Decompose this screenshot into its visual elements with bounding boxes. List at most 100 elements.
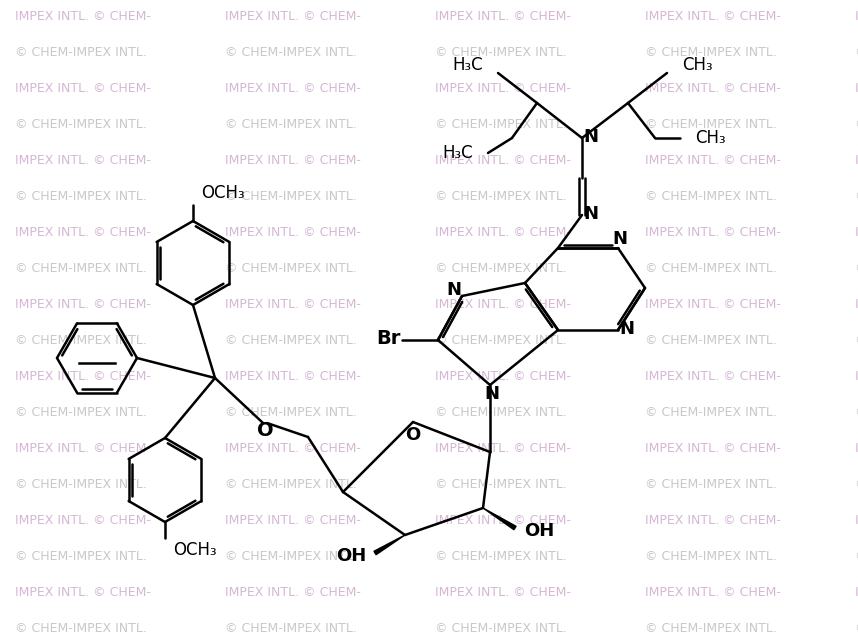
Text: IMPEX INTL. © CHEM-: IMPEX INTL. © CHEM- bbox=[645, 10, 781, 24]
Text: © CHEM-IMPEX INTL.: © CHEM-IMPEX INTL. bbox=[645, 550, 776, 563]
Text: © CHEM-IMPEX INTL.: © CHEM-IMPEX INTL. bbox=[435, 478, 567, 491]
Text: IMPEX INTL. © CHEM-: IMPEX INTL. © CHEM- bbox=[15, 514, 151, 527]
Text: © CHEM-IMPEX INTL.: © CHEM-IMPEX INTL. bbox=[645, 118, 776, 132]
Text: © CHEM-IMPEX INTL.: © CHEM-IMPEX INTL. bbox=[435, 550, 567, 563]
Text: IMPEX INTL. © CHEM-: IMPEX INTL. © CHEM- bbox=[435, 514, 571, 527]
Text: IMPEX INTL. © CHEM-: IMPEX INTL. © CHEM- bbox=[855, 586, 858, 599]
Text: © CHEM-IMPEX INTL.: © CHEM-IMPEX INTL. bbox=[855, 406, 858, 419]
Text: © CHEM-IMPEX INTL.: © CHEM-IMPEX INTL. bbox=[435, 46, 567, 60]
Text: © CHEM-IMPEX INTL.: © CHEM-IMPEX INTL. bbox=[225, 550, 357, 563]
Text: IMPEX INTL. © CHEM-: IMPEX INTL. © CHEM- bbox=[225, 442, 361, 455]
Text: © CHEM-IMPEX INTL.: © CHEM-IMPEX INTL. bbox=[15, 190, 147, 203]
Text: IMPEX INTL. © CHEM-: IMPEX INTL. © CHEM- bbox=[435, 10, 571, 24]
Text: IMPEX INTL. © CHEM-: IMPEX INTL. © CHEM- bbox=[435, 226, 571, 239]
Text: IMPEX INTL. © CHEM-: IMPEX INTL. © CHEM- bbox=[645, 586, 781, 599]
Text: O: O bbox=[405, 426, 420, 444]
Text: IMPEX INTL. © CHEM-: IMPEX INTL. © CHEM- bbox=[855, 10, 858, 24]
Text: O: O bbox=[257, 422, 274, 440]
Text: IMPEX INTL. © CHEM-: IMPEX INTL. © CHEM- bbox=[225, 226, 361, 239]
Text: © CHEM-IMPEX INTL.: © CHEM-IMPEX INTL. bbox=[855, 118, 858, 132]
Text: IMPEX INTL. © CHEM-: IMPEX INTL. © CHEM- bbox=[855, 514, 858, 527]
Text: © CHEM-IMPEX INTL.: © CHEM-IMPEX INTL. bbox=[225, 622, 357, 635]
Text: OCH₃: OCH₃ bbox=[201, 184, 245, 202]
Text: © CHEM-IMPEX INTL.: © CHEM-IMPEX INTL. bbox=[225, 190, 357, 203]
Text: IMPEX INTL. © CHEM-: IMPEX INTL. © CHEM- bbox=[435, 298, 571, 311]
Text: © CHEM-IMPEX INTL.: © CHEM-IMPEX INTL. bbox=[435, 406, 567, 419]
Text: © CHEM-IMPEX INTL.: © CHEM-IMPEX INTL. bbox=[435, 118, 567, 132]
Text: IMPEX INTL. © CHEM-: IMPEX INTL. © CHEM- bbox=[855, 154, 858, 167]
Text: IMPEX INTL. © CHEM-: IMPEX INTL. © CHEM- bbox=[645, 226, 781, 239]
Text: Br: Br bbox=[376, 329, 400, 349]
Text: IMPEX INTL. © CHEM-: IMPEX INTL. © CHEM- bbox=[225, 154, 361, 167]
Text: © CHEM-IMPEX INTL.: © CHEM-IMPEX INTL. bbox=[225, 478, 357, 491]
Text: © CHEM-IMPEX INTL.: © CHEM-IMPEX INTL. bbox=[15, 550, 147, 563]
Text: © CHEM-IMPEX INTL.: © CHEM-IMPEX INTL. bbox=[15, 262, 147, 275]
Text: © CHEM-IMPEX INTL.: © CHEM-IMPEX INTL. bbox=[645, 478, 776, 491]
Text: © CHEM-IMPEX INTL.: © CHEM-IMPEX INTL. bbox=[15, 406, 147, 419]
Text: IMPEX INTL. © CHEM-: IMPEX INTL. © CHEM- bbox=[225, 298, 361, 311]
Text: © CHEM-IMPEX INTL.: © CHEM-IMPEX INTL. bbox=[855, 550, 858, 563]
Text: IMPEX INTL. © CHEM-: IMPEX INTL. © CHEM- bbox=[645, 514, 781, 527]
Text: OCH₃: OCH₃ bbox=[173, 541, 216, 559]
Text: IMPEX INTL. © CHEM-: IMPEX INTL. © CHEM- bbox=[645, 370, 781, 383]
Text: IMPEX INTL. © CHEM-: IMPEX INTL. © CHEM- bbox=[15, 226, 151, 239]
Text: © CHEM-IMPEX INTL.: © CHEM-IMPEX INTL. bbox=[225, 118, 357, 132]
Text: IMPEX INTL. © CHEM-: IMPEX INTL. © CHEM- bbox=[225, 370, 361, 383]
Text: IMPEX INTL. © CHEM-: IMPEX INTL. © CHEM- bbox=[855, 298, 858, 311]
Text: IMPEX INTL. © CHEM-: IMPEX INTL. © CHEM- bbox=[15, 154, 151, 167]
Text: © CHEM-IMPEX INTL.: © CHEM-IMPEX INTL. bbox=[15, 46, 147, 60]
Text: OH: OH bbox=[524, 522, 554, 540]
Polygon shape bbox=[483, 508, 516, 530]
Text: © CHEM-IMPEX INTL.: © CHEM-IMPEX INTL. bbox=[855, 478, 858, 491]
Text: © CHEM-IMPEX INTL.: © CHEM-IMPEX INTL. bbox=[435, 262, 567, 275]
Text: © CHEM-IMPEX INTL.: © CHEM-IMPEX INTL. bbox=[15, 622, 147, 635]
Text: © CHEM-IMPEX INTL.: © CHEM-IMPEX INTL. bbox=[645, 262, 776, 275]
Text: © CHEM-IMPEX INTL.: © CHEM-IMPEX INTL. bbox=[645, 190, 776, 203]
Text: IMPEX INTL. © CHEM-: IMPEX INTL. © CHEM- bbox=[15, 10, 151, 24]
Text: IMPEX INTL. © CHEM-: IMPEX INTL. © CHEM- bbox=[435, 442, 571, 455]
Text: © CHEM-IMPEX INTL.: © CHEM-IMPEX INTL. bbox=[15, 478, 147, 491]
Text: N: N bbox=[613, 230, 627, 248]
Text: N: N bbox=[485, 385, 499, 403]
Text: © CHEM-IMPEX INTL.: © CHEM-IMPEX INTL. bbox=[225, 46, 357, 60]
Text: © CHEM-IMPEX INTL.: © CHEM-IMPEX INTL. bbox=[435, 334, 567, 347]
Text: IMPEX INTL. © CHEM-: IMPEX INTL. © CHEM- bbox=[225, 82, 361, 96]
Text: IMPEX INTL. © CHEM-: IMPEX INTL. © CHEM- bbox=[855, 442, 858, 455]
Text: H₃C: H₃C bbox=[453, 56, 483, 74]
Text: IMPEX INTL. © CHEM-: IMPEX INTL. © CHEM- bbox=[225, 514, 361, 527]
Text: © CHEM-IMPEX INTL.: © CHEM-IMPEX INTL. bbox=[225, 406, 357, 419]
Text: IMPEX INTL. © CHEM-: IMPEX INTL. © CHEM- bbox=[645, 154, 781, 167]
Text: CH₃: CH₃ bbox=[682, 56, 712, 74]
Text: © CHEM-IMPEX INTL.: © CHEM-IMPEX INTL. bbox=[645, 46, 776, 60]
Text: IMPEX INTL. © CHEM-: IMPEX INTL. © CHEM- bbox=[15, 370, 151, 383]
Text: © CHEM-IMPEX INTL.: © CHEM-IMPEX INTL. bbox=[225, 334, 357, 347]
Text: © CHEM-IMPEX INTL.: © CHEM-IMPEX INTL. bbox=[645, 334, 776, 347]
Text: N: N bbox=[619, 320, 635, 338]
Text: © CHEM-IMPEX INTL.: © CHEM-IMPEX INTL. bbox=[15, 118, 147, 132]
Text: © CHEM-IMPEX INTL.: © CHEM-IMPEX INTL. bbox=[435, 190, 567, 203]
Text: IMPEX INTL. © CHEM-: IMPEX INTL. © CHEM- bbox=[855, 82, 858, 96]
Text: IMPEX INTL. © CHEM-: IMPEX INTL. © CHEM- bbox=[435, 586, 571, 599]
Text: © CHEM-IMPEX INTL.: © CHEM-IMPEX INTL. bbox=[15, 334, 147, 347]
Text: IMPEX INTL. © CHEM-: IMPEX INTL. © CHEM- bbox=[645, 82, 781, 96]
Text: IMPEX INTL. © CHEM-: IMPEX INTL. © CHEM- bbox=[645, 298, 781, 311]
Text: N: N bbox=[583, 205, 599, 223]
Text: CH₃: CH₃ bbox=[695, 129, 725, 147]
Text: © CHEM-IMPEX INTL.: © CHEM-IMPEX INTL. bbox=[645, 622, 776, 635]
Text: IMPEX INTL. © CHEM-: IMPEX INTL. © CHEM- bbox=[435, 154, 571, 167]
Text: H₃C: H₃C bbox=[443, 144, 474, 162]
Text: © CHEM-IMPEX INTL.: © CHEM-IMPEX INTL. bbox=[855, 622, 858, 635]
Text: IMPEX INTL. © CHEM-: IMPEX INTL. © CHEM- bbox=[15, 82, 151, 96]
Text: IMPEX INTL. © CHEM-: IMPEX INTL. © CHEM- bbox=[15, 298, 151, 311]
Text: IMPEX INTL. © CHEM-: IMPEX INTL. © CHEM- bbox=[855, 370, 858, 383]
Text: © CHEM-IMPEX INTL.: © CHEM-IMPEX INTL. bbox=[855, 46, 858, 60]
Text: © CHEM-IMPEX INTL.: © CHEM-IMPEX INTL. bbox=[435, 622, 567, 635]
Polygon shape bbox=[374, 535, 405, 555]
Text: © CHEM-IMPEX INTL.: © CHEM-IMPEX INTL. bbox=[855, 334, 858, 347]
Text: IMPEX INTL. © CHEM-: IMPEX INTL. © CHEM- bbox=[225, 586, 361, 599]
Text: © CHEM-IMPEX INTL.: © CHEM-IMPEX INTL. bbox=[855, 190, 858, 203]
Text: N: N bbox=[583, 128, 599, 146]
Text: © CHEM-IMPEX INTL.: © CHEM-IMPEX INTL. bbox=[645, 406, 776, 419]
Text: IMPEX INTL. © CHEM-: IMPEX INTL. © CHEM- bbox=[435, 82, 571, 96]
Text: N: N bbox=[446, 281, 462, 299]
